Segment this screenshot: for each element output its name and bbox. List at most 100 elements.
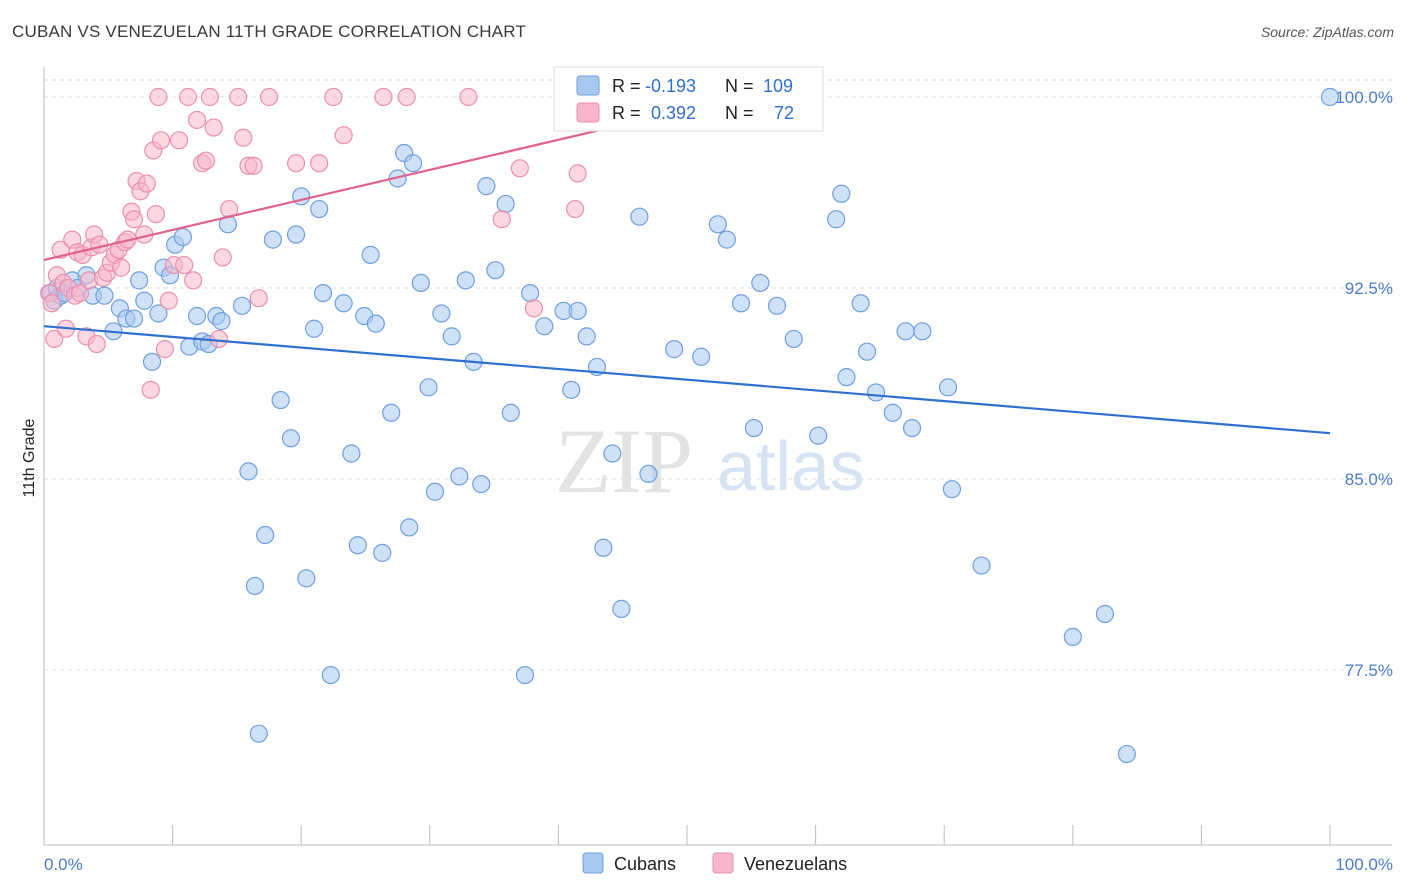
cuban-point (717, 230, 736, 249)
cuban-point (515, 665, 535, 685)
watermark-zip: ZIP (555, 410, 693, 512)
venezuelan-point (87, 334, 106, 354)
cuban-point (1117, 744, 1136, 764)
legend-n-label: N = (725, 103, 754, 123)
venezuelan-point (310, 154, 329, 173)
cuban-point (751, 273, 770, 293)
y-tick-label: 85.0% (1345, 470, 1393, 489)
cubans-trend-line (43, 325, 1331, 435)
cuban-point (212, 312, 231, 331)
cuban-point (263, 230, 283, 249)
watermark-atlas: atlas (717, 427, 865, 505)
legend-label-cubans: Cubans (614, 854, 676, 874)
venezuelan-point (249, 289, 268, 308)
cuban-point (348, 536, 367, 555)
legend-label-venezuelans: Venezuelans (744, 854, 847, 874)
venezuelan-point (259, 87, 279, 107)
venezuelan-point (200, 87, 219, 107)
venezuelan-point (510, 159, 529, 178)
y-tick-label: 92.5% (1345, 279, 1393, 298)
cuban-point (832, 184, 851, 203)
cuban-point (249, 724, 268, 743)
cuban-point (313, 283, 333, 303)
cuban-point (411, 273, 430, 293)
cuban-point (562, 380, 581, 399)
cuban-point (366, 314, 385, 333)
cuban-point (938, 378, 958, 397)
y-tick-labels: 77.5% 85.0% 92.5% 100.0% (1335, 88, 1393, 680)
legend-swatch-cubans (576, 75, 600, 96)
venezuelan-point (324, 87, 343, 107)
cuban-point (1095, 604, 1115, 624)
legend-n-value: 109 (763, 76, 793, 96)
cuban-point (535, 317, 554, 336)
legend-swatch-cubans (582, 852, 604, 874)
cuban-point (361, 245, 380, 264)
venezuelan-point (492, 210, 511, 229)
cuban-point (837, 368, 856, 387)
venezuelan-point (213, 248, 232, 267)
cuban-point (809, 426, 828, 445)
venezuelan-point (42, 294, 61, 313)
venezuelan-point (149, 87, 168, 107)
cuban-point (425, 482, 445, 501)
venezuelan-point (244, 156, 263, 175)
venezuelan-point (229, 87, 248, 107)
cuban-point (486, 261, 505, 280)
venezuelan-point (524, 299, 544, 318)
cuban-point (239, 462, 258, 481)
cuban-point (744, 418, 763, 438)
venezuelan-point (286, 154, 306, 173)
venezuelan-point (209, 329, 228, 349)
cuban-point (731, 294, 751, 313)
venezuelan-point (112, 258, 131, 277)
chart-title: CUBAN VS VENEZUELAN 11TH GRADE CORRELATI… (12, 22, 527, 41)
y-tick-label: 100.0% (1335, 88, 1393, 107)
venezuelan-point (374, 87, 393, 107)
cuban-point (972, 556, 991, 575)
venezuelan-point (151, 131, 171, 150)
venezuelan-point (146, 205, 165, 224)
cuban-point (95, 286, 114, 305)
x-tick-label: 0.0% (44, 855, 83, 874)
cuban-point (767, 296, 787, 315)
x-tick-labels: 0.0% 100.0% (44, 855, 1393, 874)
cuban-point (187, 306, 207, 326)
venezuelan-point (196, 151, 216, 170)
cuban-point (135, 291, 154, 310)
venezuelan-point (141, 380, 160, 399)
cuban-point (149, 304, 168, 323)
venezuelans-points (40, 87, 671, 399)
cuban-point (883, 403, 902, 422)
watermark: ZIP atlas (555, 410, 865, 512)
venezuelan-point (204, 118, 223, 137)
cuban-point (310, 199, 329, 219)
cuban-point (472, 474, 491, 494)
cuban-point (501, 403, 520, 422)
cuban-point (612, 599, 631, 618)
legend-r-value: 0.392 (651, 103, 696, 123)
legend-r-value: -0.193 (645, 76, 696, 96)
cuban-point (568, 301, 587, 321)
legend-swatch-venezuelans (576, 102, 600, 123)
cuban-point (851, 294, 870, 313)
cuban-point (896, 322, 915, 341)
cuban-point (400, 518, 419, 537)
cuban-point (382, 403, 401, 422)
legend-bottom: Cubans Venezuelans (582, 852, 847, 874)
venezuelan-point (124, 210, 144, 229)
cuban-point (639, 464, 658, 484)
venezuelan-point (397, 87, 416, 107)
venezuelan-point (70, 283, 90, 303)
cuban-point (321, 665, 340, 685)
venezuelan-point (566, 199, 585, 219)
cuban-point (450, 467, 469, 486)
cuban-point (304, 319, 324, 338)
venezuelan-point (459, 87, 478, 107)
cuban-point (913, 322, 932, 341)
venezuelans-trend-line (43, 108, 688, 262)
cuban-point (603, 444, 622, 463)
venezuelan-point (169, 131, 189, 150)
cuban-point (857, 342, 877, 361)
x-tick-label: 100.0% (1335, 855, 1393, 874)
